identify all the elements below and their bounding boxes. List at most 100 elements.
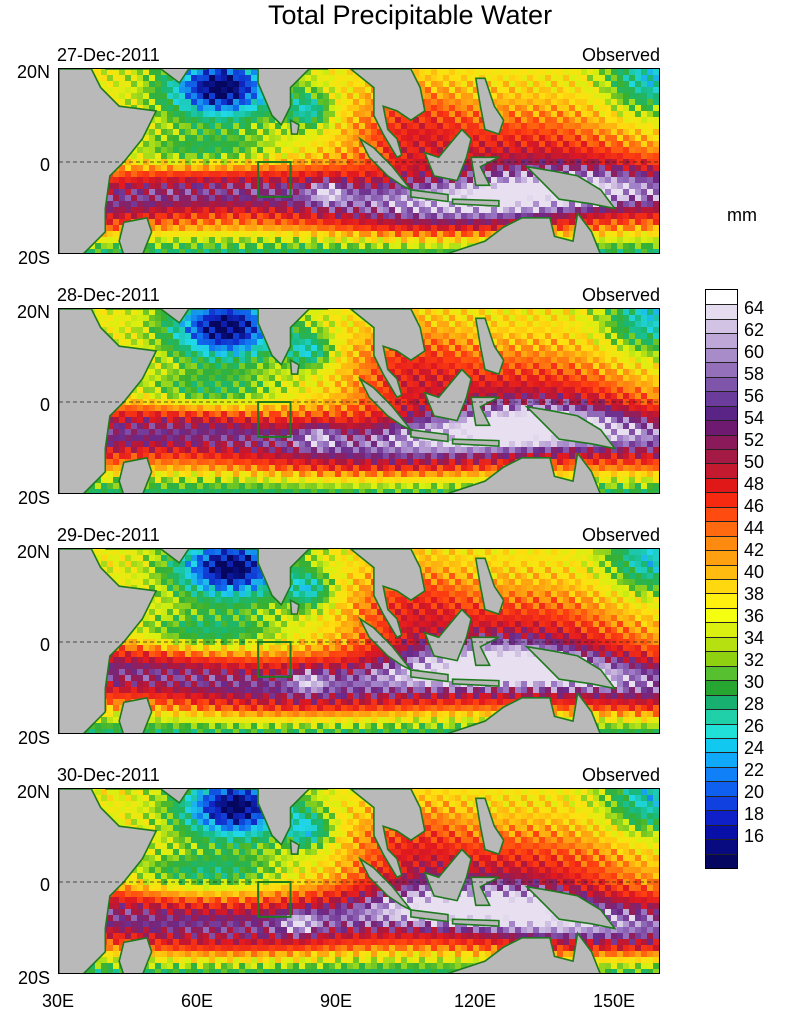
study-region-box xyxy=(257,641,292,678)
lat-label-0: 0 xyxy=(39,155,50,175)
colorbar-swatch xyxy=(706,651,737,667)
study-region-box xyxy=(257,881,292,918)
colorbar-tick-label: 28 xyxy=(744,694,765,714)
landmass xyxy=(524,165,617,210)
colorbar-swatch xyxy=(706,333,737,349)
colorbar-tick-label: 24 xyxy=(744,738,765,758)
panel-source: Observed xyxy=(581,45,660,65)
colorbar-tick-label: 32 xyxy=(744,650,765,670)
colorbar-swatch xyxy=(706,304,737,320)
colorbar-tick-label: 26 xyxy=(744,716,765,736)
landmass xyxy=(289,118,300,135)
lat-label-20n: 20N xyxy=(16,782,50,802)
lat-label-20s: 20S xyxy=(17,488,50,508)
map-panel-4: 30-Dec-2011 Observed xyxy=(0,764,680,984)
landmass xyxy=(118,696,153,733)
landmass xyxy=(105,309,208,325)
colorbar-swatch xyxy=(706,839,737,855)
lat-label-0: 0 xyxy=(39,395,50,415)
lat-label-0: 0 xyxy=(39,635,50,655)
landmass xyxy=(474,317,505,376)
colorbar-tick-label: 48 xyxy=(744,474,765,494)
lat-label-20s: 20S xyxy=(17,968,50,988)
colorbar-tick-label: 42 xyxy=(744,540,765,560)
panel-date: 28-Dec-2011 xyxy=(57,285,160,305)
colorbar-swatch xyxy=(706,766,737,782)
landmass xyxy=(234,789,329,847)
colorbar-swatch xyxy=(706,723,737,739)
panel-date: 30-Dec-2011 xyxy=(57,765,160,785)
landmass xyxy=(524,885,617,930)
landmass xyxy=(349,549,426,639)
colorbar-tick-label: 50 xyxy=(744,452,765,472)
lat-label-0: 0 xyxy=(39,875,50,895)
colorbar-swatch xyxy=(706,550,737,566)
colorbar-swatch xyxy=(706,521,737,537)
landmass xyxy=(105,69,208,85)
colorbar-tick-label: 62 xyxy=(744,320,765,340)
colorbar-swatch xyxy=(706,853,737,869)
landmass xyxy=(524,645,617,690)
landmass xyxy=(349,789,426,879)
landmass xyxy=(349,309,426,399)
colorbar-swatch xyxy=(706,391,737,407)
colorbar-tick-label: 20 xyxy=(744,782,765,802)
colorbar-swatch xyxy=(706,318,737,334)
colorbar-tick-label: 16 xyxy=(744,826,765,846)
study-region-box xyxy=(257,401,292,438)
lat-label-20s: 20S xyxy=(17,248,50,268)
longitude-axis: 30E 60E 90E 120E 150E xyxy=(0,990,700,1016)
panel-date: 29-Dec-2011 xyxy=(57,525,160,545)
colorbar-swatch xyxy=(706,593,737,609)
tpw-map xyxy=(58,308,660,494)
colorbar-swatch xyxy=(706,448,737,464)
landmass xyxy=(423,368,472,422)
landmass xyxy=(357,616,412,671)
study-region-box xyxy=(257,161,292,198)
tpw-field xyxy=(59,309,659,493)
landmass xyxy=(446,451,601,493)
colorbar-swatch xyxy=(706,506,737,522)
colorbar-swatch xyxy=(706,579,737,594)
landmass xyxy=(105,789,208,805)
landmass xyxy=(423,608,472,662)
landmass xyxy=(474,797,505,856)
landmass xyxy=(446,691,601,733)
colorbar-swatch xyxy=(706,709,737,724)
landmass xyxy=(118,216,153,253)
colorbar-swatch xyxy=(706,737,737,753)
tpw-field xyxy=(59,69,659,253)
colorbar-swatch xyxy=(706,752,737,768)
landmass xyxy=(451,918,500,928)
landmass xyxy=(410,668,449,683)
landmass xyxy=(470,876,500,907)
map-panel-2: 28-Dec-2011 Observed xyxy=(0,284,680,504)
lon-label: 60E xyxy=(180,991,214,1011)
colorbar-swatch xyxy=(706,492,737,508)
figure-title: Total Precipitable Water xyxy=(267,0,553,30)
landmass xyxy=(349,69,426,159)
lon-label: 90E xyxy=(319,991,353,1011)
lat-label-20n: 20N xyxy=(16,62,50,82)
landmass xyxy=(289,598,300,615)
colorbar-tick-label: 18 xyxy=(744,804,765,824)
landmass xyxy=(105,549,208,565)
landmass xyxy=(524,405,617,450)
colorbar-swatch xyxy=(706,463,737,479)
map-panel-3: 29-Dec-2011 Observed xyxy=(0,524,680,744)
colorbar-tick-label: 44 xyxy=(744,518,765,538)
landmass xyxy=(446,931,601,973)
colorbar-tick-label: 34 xyxy=(744,628,765,648)
colorbar-swatch xyxy=(706,694,737,710)
colorbar-swatch xyxy=(706,347,737,363)
landmass xyxy=(470,156,500,187)
landmass xyxy=(289,358,300,375)
colorbar xyxy=(705,289,738,869)
colorbar-tick-label: 38 xyxy=(744,584,765,604)
landmass xyxy=(289,838,300,855)
map-panel-1: 27-Dec-2011 Observed xyxy=(0,44,680,264)
colorbar-tick-label: 46 xyxy=(744,496,765,516)
colorbar-tick-label: 60 xyxy=(744,342,765,362)
colorbar-tick-label: 64 xyxy=(744,298,765,318)
landmass xyxy=(423,128,472,182)
